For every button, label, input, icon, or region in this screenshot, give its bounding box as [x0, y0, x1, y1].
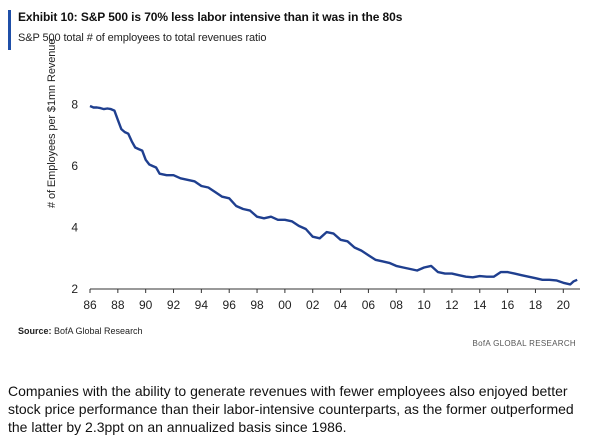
x-tick-label: 92 [167, 298, 181, 312]
x-tick-label: 94 [195, 298, 209, 312]
y-tick-label: 8 [71, 97, 78, 111]
x-tick-label: 18 [529, 298, 543, 312]
x-tick-label: 06 [362, 298, 376, 312]
x-tick-label: 88 [111, 298, 125, 312]
x-tick-label: 10 [417, 298, 431, 312]
title-accent-bar [8, 10, 11, 50]
chart-title: Exhibit 10: S&P 500 is 70% less labor in… [18, 10, 403, 24]
x-tick-label: 02 [306, 298, 320, 312]
y-tick-label: 6 [71, 159, 78, 173]
x-tick-label: 04 [334, 298, 348, 312]
x-tick-label: 98 [250, 298, 264, 312]
x-tick-label: 08 [390, 298, 404, 312]
y-tick-label: 4 [71, 220, 78, 234]
x-tick-label: 14 [473, 298, 487, 312]
y-tick-label: 2 [71, 282, 78, 296]
x-tick-label: 20 [557, 298, 571, 312]
chart-subtitle: S&P 500 total # of employees to total re… [18, 32, 267, 44]
x-tick-label: 12 [445, 298, 459, 312]
series-line [89, 104, 578, 286]
line-chart: 86 88 90 92 94 96 98 00 02 04 06 08 10 12 14 16 18 20 2 4 6 8 [71, 97, 580, 312]
y-axis-title: # of Employees per $1mn Revenue [46, 38, 58, 208]
x-tick-label: 86 [83, 298, 97, 312]
x-tick-label: 16 [501, 298, 515, 312]
x-tick-label: 90 [139, 298, 153, 312]
exhibit-panel: Exhibit 10: S&P 500 is 70% less labor in… [8, 8, 586, 356]
source-note: Source: BofA Global Research [18, 326, 143, 336]
source-label: Source: [18, 326, 52, 336]
x-tick-label: 00 [278, 298, 292, 312]
brand-mark: BofA GLOBAL RESEARCH [472, 339, 576, 348]
x-tick-label: 96 [223, 298, 237, 312]
source-text: BofA Global Research [51, 326, 143, 336]
caption-paragraph: Companies with the ability to generate r… [8, 383, 574, 435]
